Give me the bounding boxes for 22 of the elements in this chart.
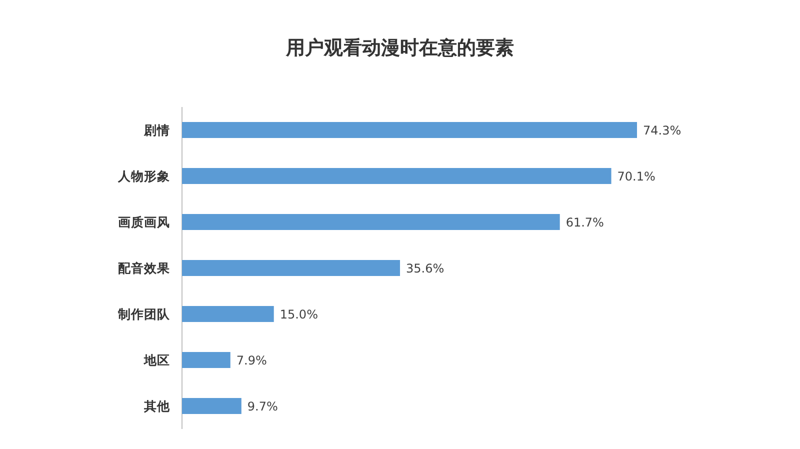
y-tick-label: 画质画风 — [118, 214, 170, 230]
bar — [182, 306, 274, 322]
chart-title: 用户观看动漫时在意的要素 — [285, 37, 514, 59]
data-label: 70.1% — [617, 170, 656, 184]
bar — [182, 122, 637, 138]
bar — [182, 214, 560, 230]
data-label: 61.7% — [566, 216, 604, 230]
y-tick-label: 其他 — [143, 398, 171, 414]
y-tick-label: 人物形象 — [117, 168, 170, 184]
y-tick-label: 配音效果 — [118, 260, 171, 276]
data-label: 7.9% — [236, 354, 267, 368]
bar — [182, 352, 230, 368]
y-tick-label: 制作团队 — [117, 306, 171, 322]
y-tick-label: 地区 — [143, 352, 170, 368]
data-label: 15.0% — [280, 308, 318, 322]
y-tick-label: 剧情 — [143, 122, 170, 138]
data-label: 35.6% — [406, 262, 444, 276]
bar — [182, 260, 400, 276]
data-label: 74.3% — [643, 124, 682, 138]
bar — [182, 168, 612, 184]
bar — [182, 398, 242, 414]
data-label: 9.7% — [247, 400, 278, 414]
